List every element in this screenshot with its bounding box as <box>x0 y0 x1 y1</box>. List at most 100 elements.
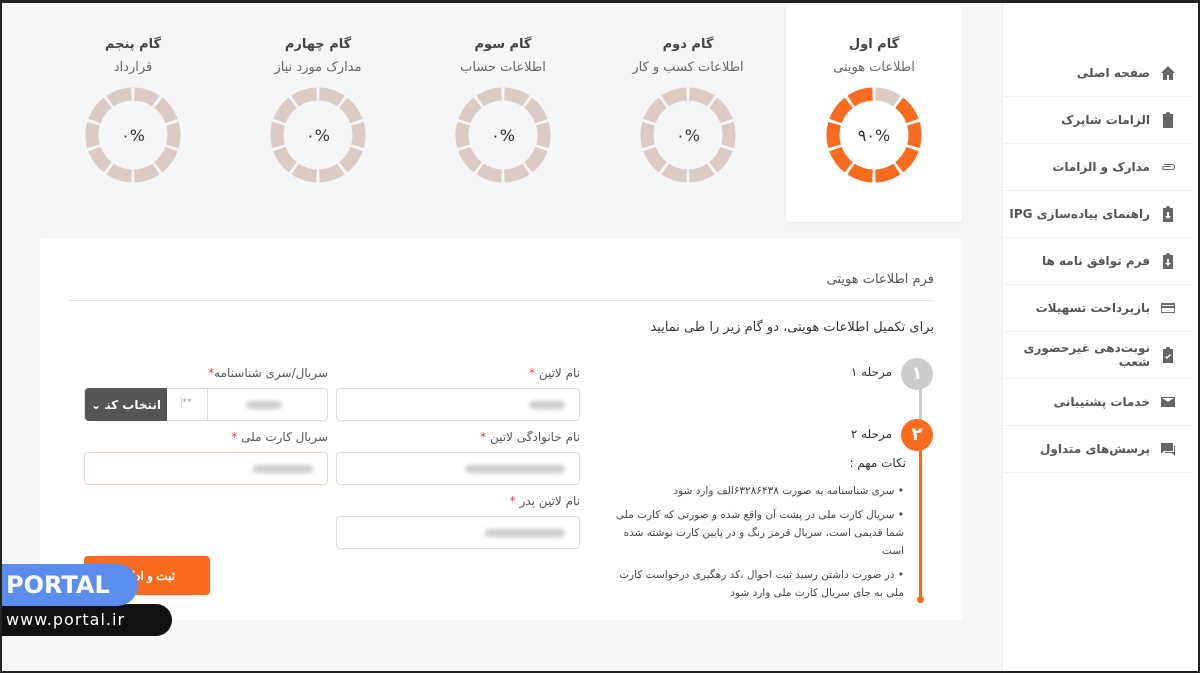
note-item: سری شناسنامه به صورت ۶۳۲۸۶۴۳۸الف وارد شو… <box>604 482 904 500</box>
sidebar-item-label: بازپرداخت تسهیلات <box>1035 301 1150 315</box>
progress-segment <box>708 97 733 124</box>
notes-list: سری شناسنامه به صورت ۶۳۲۸۶۴۳۸الف وارد شو… <box>604 482 904 608</box>
progress-segment <box>826 121 841 149</box>
step-1-label: مرحله ۱ <box>850 365 892 379</box>
latin-name-input[interactable] <box>336 388 580 421</box>
progress-segment <box>318 87 345 107</box>
portal-logo: PORTAL <box>0 564 138 606</box>
sidebar: صفحه اصلی الزامات شاپرک مدارک و الزامات راه… <box>1002 0 1200 673</box>
progress-percent: ۰% <box>491 126 515 145</box>
progress-segment <box>273 97 298 124</box>
step-card: گام پنجم قرارداد ۰% <box>45 5 221 222</box>
progress-segment <box>661 163 688 183</box>
progress-segment <box>643 146 668 173</box>
progress-segment <box>847 163 874 183</box>
note-item: سریال کارت ملی در پشت آن واقع شده و صورت… <box>604 506 904 560</box>
note-item: در صورت داشتن رسید ثبت احوال ،کد رهگیری … <box>604 566 904 602</box>
step-card: گام دوم اطلاعات کسب و کار ۰% <box>600 5 776 222</box>
progress-segment <box>643 97 668 124</box>
step-1-badge: ۱ <box>901 358 933 390</box>
clipboard-check-icon <box>1163 347 1173 363</box>
progress-segment <box>536 121 551 149</box>
series-select[interactable]: انتخاب کنید⌄ <box>85 388 167 421</box>
progress-segment <box>894 146 919 173</box>
progress-segment <box>721 121 736 149</box>
step-subtitle: اطلاعات هویتی <box>833 60 915 75</box>
progress-segment <box>106 87 133 107</box>
id-serial-label: سریال/سری شناسنامه* <box>208 366 328 380</box>
progress-percent: ۰% <box>676 126 700 145</box>
form-intro: برای تکمیل اطلاعات هویتی، دو گام زیر را … <box>650 320 934 335</box>
step-title: گام سوم <box>474 37 532 52</box>
home-icon <box>1161 66 1175 80</box>
progress-segment <box>523 146 548 173</box>
progress-segment <box>291 163 318 183</box>
progress-segment <box>874 163 901 183</box>
sidebar-item[interactable]: مدارک و الزامات <box>1003 144 1192 191</box>
sidebar-item[interactable]: بازپرداخت تسهیلات <box>1003 285 1192 332</box>
progress-segment <box>318 163 345 183</box>
sidebar-item-label: صفحه اصلی <box>1076 66 1150 80</box>
progress-segment <box>455 121 470 149</box>
progress-ring: ۹۰% <box>826 87 922 183</box>
latin-name-label: نام لاتین * <box>528 366 580 380</box>
paperclip-icon <box>1162 164 1175 170</box>
latin-father-input[interactable] <box>336 516 580 549</box>
step-2-badge: ۲ <box>901 419 933 451</box>
progress-ring: ۰% <box>640 87 736 183</box>
progress-segment <box>503 163 530 183</box>
progress-segment <box>661 87 688 107</box>
progress-segment <box>351 121 366 149</box>
progress-segment <box>458 97 483 124</box>
progress-segment <box>523 97 548 124</box>
progress-segment <box>907 121 922 149</box>
credit-card-icon <box>1161 303 1175 313</box>
form-title: فرم اطلاعات هویتی <box>826 272 934 287</box>
progress-segment <box>847 87 874 107</box>
progress-segment <box>476 87 503 107</box>
step-subtitle: اطلاعات کسب و کار <box>632 60 744 75</box>
progress-percent: ۹۰% <box>858 126 890 145</box>
sidebar-item[interactable]: خدمات پشتیبانی <box>1003 379 1192 426</box>
progress-percent: ۰% <box>121 126 145 145</box>
step-card: گام چهارم مدارک مورد نیاز ۰% <box>230 5 406 222</box>
chevron-down-icon: ⌄ <box>90 397 102 412</box>
step-2-label: مرحله ۲ <box>850 427 892 441</box>
sidebar-item[interactable]: پرسش‌های متداول <box>1003 426 1192 473</box>
latin-family-input[interactable] <box>336 452 580 485</box>
clipboard-download-icon <box>1163 206 1173 222</box>
notes-title: نکات مهم : <box>849 456 906 470</box>
progress-ring: ۰% <box>85 87 181 183</box>
sidebar-item-label: خدمات پشتیبانی <box>1053 395 1150 409</box>
sidebar-item[interactable]: فرم توافق نامه ها <box>1003 238 1192 285</box>
progress-segment <box>688 163 715 183</box>
step-title: گام دوم <box>662 37 714 52</box>
progress-segment <box>829 146 854 173</box>
sidebar-item-label: مدارک و الزامات <box>1052 160 1150 174</box>
sidebar-item-label: پرسش‌های متداول <box>1040 442 1150 456</box>
id-serial-input[interactable]: ** انتخاب کنید⌄ <box>84 388 328 421</box>
progress-segment <box>894 97 919 124</box>
progress-segment <box>688 87 715 107</box>
progress-segment <box>273 146 298 173</box>
step-title: گام چهارم <box>284 37 352 52</box>
sidebar-item-label: نوبت‌دهی غیرحضوری شعب <box>1023 341 1151 369</box>
sidebar-item[interactable]: صفحه اصلی <box>1003 50 1192 97</box>
card-serial-input[interactable] <box>84 452 328 485</box>
clipboard-download-icon <box>1163 253 1173 269</box>
progress-segment <box>458 146 483 173</box>
progress-segment <box>291 87 318 107</box>
progress-segment <box>106 163 133 183</box>
step-title: گام اول <box>848 37 900 52</box>
sidebar-item[interactable]: الزامات شاپرک <box>1003 97 1192 144</box>
progress-segment <box>476 163 503 183</box>
sidebar-item-label: راهنمای پیاده‌سازی IPG <box>1009 207 1150 221</box>
step-card: گام اول اطلاعات هویتی ۹۰% <box>786 5 962 222</box>
progress-segment <box>503 87 530 107</box>
card-serial-label: سریال کارت ملی * <box>231 430 328 444</box>
identity-form-card: فرم اطلاعات هویتی برای تکمیل اطلاعات هوی… <box>40 238 962 620</box>
sidebar-item[interactable]: نوبت‌دهی غیرحضوری شعب <box>1003 332 1192 379</box>
sidebar-item[interactable]: راهنمای پیاده‌سازی IPG <box>1003 191 1192 238</box>
divider <box>68 300 934 301</box>
latin-father-label: نام لاتین پدر * <box>509 494 580 508</box>
